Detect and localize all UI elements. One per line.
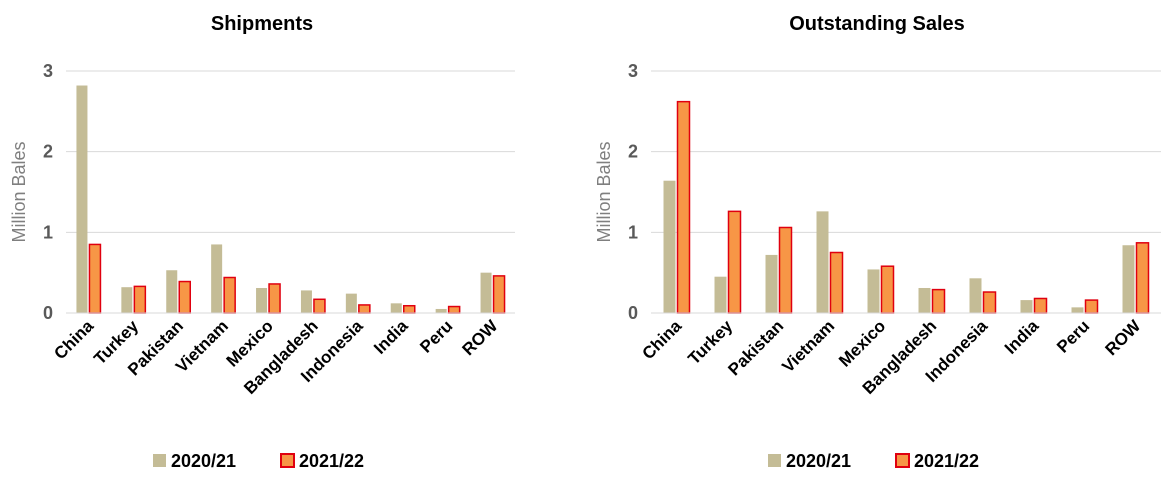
y-tick-label: 2 <box>628 142 638 162</box>
y-axis-label: Million Bales <box>9 141 29 242</box>
bar-2021-22-china <box>88 243 102 314</box>
legend-label-2020-21: 2020/21 <box>786 451 851 471</box>
bar-2021-22-vietnam <box>223 276 236 314</box>
bar-2020-21-china <box>76 85 88 314</box>
bar-2020-21-turkey <box>714 276 727 313</box>
bar-2020-21-mexico <box>256 287 268 313</box>
bar-2020-21-vietnam <box>816 211 829 313</box>
bar-2020-21-peru <box>1071 307 1084 313</box>
chart-title: Shipments <box>211 13 313 35</box>
bar-2021-22-pakistan <box>778 226 793 314</box>
legend: 2020/21 2021/22 <box>768 451 979 471</box>
bar-2021-22-peru <box>1084 299 1099 314</box>
shipments-chart-panel: Shipments Million Bales 0 1 2 3 China Turkey Pak… <box>0 0 583 482</box>
bar-2021-22-pakistan <box>178 280 191 314</box>
legend-label-2021-22: 2021/22 <box>299 451 364 471</box>
bar-2020-21-row <box>1122 245 1135 313</box>
x-tick-label: India <box>370 316 412 358</box>
bar-2021-22-row <box>1135 242 1150 314</box>
y-tick-label: 3 <box>628 61 638 81</box>
x-tick-label: Peru <box>1053 316 1093 356</box>
x-tick-label: ROW <box>1102 316 1145 359</box>
bar-2020-21-pakistan <box>166 270 178 313</box>
bar-2021-22-india <box>403 304 416 314</box>
bar-2020-21-indonesia <box>345 293 357 313</box>
y-tick-label: 0 <box>43 303 53 323</box>
y-tick-label: 2 <box>43 142 53 162</box>
bar-2021-22-turkey <box>133 285 147 314</box>
legend-label-2020-21: 2020/21 <box>171 451 236 471</box>
legend-label-2021-22: 2021/22 <box>914 451 979 471</box>
bar-2020-21-vietnam <box>211 244 223 313</box>
chart-title: Outstanding Sales <box>789 13 965 35</box>
legend: 2020/21 2021/22 <box>153 451 364 471</box>
bar-2021-22-bangladesh <box>931 288 946 314</box>
bar-2021-22-india <box>1033 297 1048 314</box>
bar-2020-21-turkey <box>121 287 133 313</box>
bar-2021-22-turkey <box>727 210 742 314</box>
bar-2020-21-indonesia <box>969 278 982 313</box>
x-tick-label: Peru <box>416 316 456 356</box>
legend-swatch-2020-21 <box>153 454 166 467</box>
x-tick-label: India <box>1001 316 1043 358</box>
legend-swatch-2020-21 <box>768 454 781 467</box>
y-tick-label: 3 <box>43 61 53 81</box>
x-tick-label: Pakistan <box>724 316 787 379</box>
y-tick-label: 0 <box>628 303 638 323</box>
y-tick-label: 1 <box>43 222 53 242</box>
bar-2021-22-mexico <box>268 283 281 314</box>
x-tick-label: Vietnam <box>778 316 838 376</box>
bar-2021-22-mexico <box>880 265 895 314</box>
bar-2020-21-china <box>663 180 676 313</box>
bar-2020-21-peru <box>435 308 447 313</box>
bar-2020-21-pakistan <box>765 254 778 313</box>
bar-2020-21-bangladesh <box>300 290 312 313</box>
legend-swatch-2021-22 <box>280 453 295 468</box>
bar-2021-22-bangladesh <box>313 298 326 314</box>
bar-2021-22-peru <box>447 305 461 314</box>
bar-2020-21-india <box>390 303 402 313</box>
bar-2020-21-india <box>1020 300 1033 313</box>
bar-2021-22-indonesia <box>982 291 997 314</box>
bar-2020-21-mexico <box>867 269 880 313</box>
y-axis-label: Million Bales <box>594 141 614 242</box>
x-tick-label: ROW <box>459 316 502 359</box>
outstanding-sales-chart-panel: Outstanding Sales Million Bales 0 1 2 3 China T… <box>583 0 1167 482</box>
bar-2021-22-row <box>492 275 506 314</box>
legend-swatch-2021-22 <box>895 453 910 468</box>
x-tick-label: China <box>638 316 685 363</box>
bar-2021-22-china <box>676 100 691 314</box>
bar-2021-22-vietnam <box>829 251 844 314</box>
bar-2021-22-indonesia <box>358 304 371 314</box>
bar-2020-21-row <box>480 272 492 313</box>
bar-2020-21-bangladesh <box>918 287 931 313</box>
y-tick-label: 1 <box>628 222 638 242</box>
